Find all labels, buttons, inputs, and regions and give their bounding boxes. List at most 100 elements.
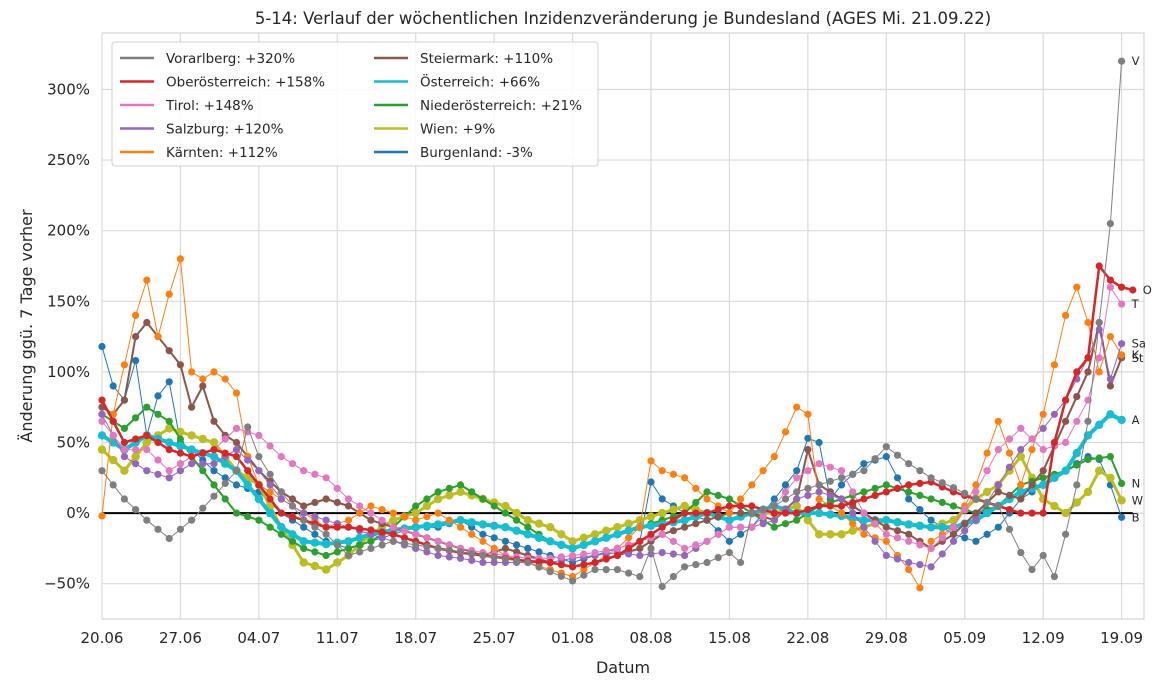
legend-box: [111, 41, 599, 167]
data-point: [523, 516, 532, 525]
data-point: [535, 558, 543, 566]
data-point: [994, 417, 1002, 425]
data-point: [905, 537, 913, 545]
data-point: [781, 481, 790, 489]
data-point: [412, 502, 420, 510]
data-point: [1095, 368, 1103, 376]
data-point: [490, 534, 498, 542]
x-tick-label: 05.09: [943, 629, 986, 647]
data-point: [815, 488, 823, 496]
data-point: [131, 452, 140, 461]
data-point: [1083, 487, 1093, 497]
data-point: [1118, 479, 1126, 487]
data-point: [344, 495, 353, 503]
data-point: [300, 516, 308, 524]
data-point: [737, 558, 745, 567]
series-end-label: V: [1132, 54, 1140, 68]
data-point: [961, 527, 969, 535]
data-point: [938, 523, 947, 532]
data-point: [680, 501, 689, 511]
data-point: [602, 555, 610, 563]
data-point: [681, 551, 689, 560]
data-point: [658, 495, 666, 503]
data-point: [333, 558, 342, 567]
data-point: [569, 551, 577, 560]
data-point: [143, 403, 151, 411]
data-point: [938, 534, 946, 542]
data-point: [1017, 481, 1025, 489]
data-point: [882, 488, 890, 496]
data-point: [972, 537, 980, 545]
data-point: [849, 520, 857, 528]
x-tick-label: 29.08: [865, 629, 908, 647]
data-point: [1050, 473, 1059, 482]
data-point: [423, 495, 431, 503]
data-point: [916, 584, 924, 592]
data-point: [513, 516, 521, 524]
data-point: [613, 544, 622, 553]
y-tick-labels: −50% 0% 50% 100% 150% 200% 250% 300%: [44, 80, 90, 592]
legend-item: Oberösterreich: +158%: [120, 75, 325, 91]
data-point: [478, 520, 488, 529]
data-point: [815, 460, 823, 468]
data-point: [557, 572, 566, 580]
data-point: [97, 431, 107, 440]
data-point: [209, 438, 219, 447]
data-point: [748, 481, 756, 489]
legend-label: Tirol: +148%: [165, 98, 254, 114]
data-point: [322, 551, 330, 560]
data-point: [490, 502, 498, 510]
data-point: [961, 534, 969, 542]
data-point: [579, 540, 588, 550]
data-point: [949, 502, 958, 510]
data-point: [433, 520, 443, 529]
x-axis-title: Datum: [596, 658, 650, 677]
data-point: [759, 513, 767, 521]
data-point: [849, 488, 857, 496]
data-point: [882, 453, 890, 461]
data-point: [982, 487, 992, 497]
series-end-label: N: [1132, 476, 1141, 490]
data-point: [681, 509, 689, 517]
data-point: [770, 516, 778, 524]
data-point: [882, 481, 890, 489]
data-point: [804, 484, 812, 492]
data-point: [983, 530, 991, 538]
data-point: [389, 530, 397, 538]
data-point: [927, 474, 935, 482]
data-point: [412, 541, 420, 549]
data-point: [221, 495, 229, 503]
data-point: [1028, 446, 1036, 454]
data-point: [154, 456, 162, 464]
data-point: [132, 333, 140, 341]
data-point: [837, 481, 846, 489]
data-point: [344, 502, 353, 510]
data-point: [636, 537, 644, 545]
data-point: [580, 566, 588, 574]
data-point: [938, 479, 946, 487]
data-point: [781, 488, 790, 496]
data-point: [434, 544, 442, 553]
data-point: [367, 526, 375, 534]
data-point: [389, 537, 397, 545]
data-point: [748, 502, 756, 510]
data-point: [972, 488, 980, 496]
data-point: [568, 537, 577, 546]
data-point: [793, 488, 801, 496]
data-point: [1095, 318, 1103, 327]
data-point: [356, 502, 364, 510]
data-point: [120, 396, 128, 404]
data-point: [176, 441, 185, 451]
data-point: [647, 544, 655, 553]
data-point: [468, 556, 476, 565]
data-point: [860, 488, 868, 496]
data-point: [893, 534, 902, 542]
data-point: [310, 538, 320, 547]
data-point: [916, 506, 924, 514]
y-tick-label: 150%: [47, 292, 90, 310]
data-point: [871, 484, 879, 492]
data-point: [479, 495, 487, 503]
data-point: [994, 502, 1002, 510]
data-point: [591, 558, 599, 567]
